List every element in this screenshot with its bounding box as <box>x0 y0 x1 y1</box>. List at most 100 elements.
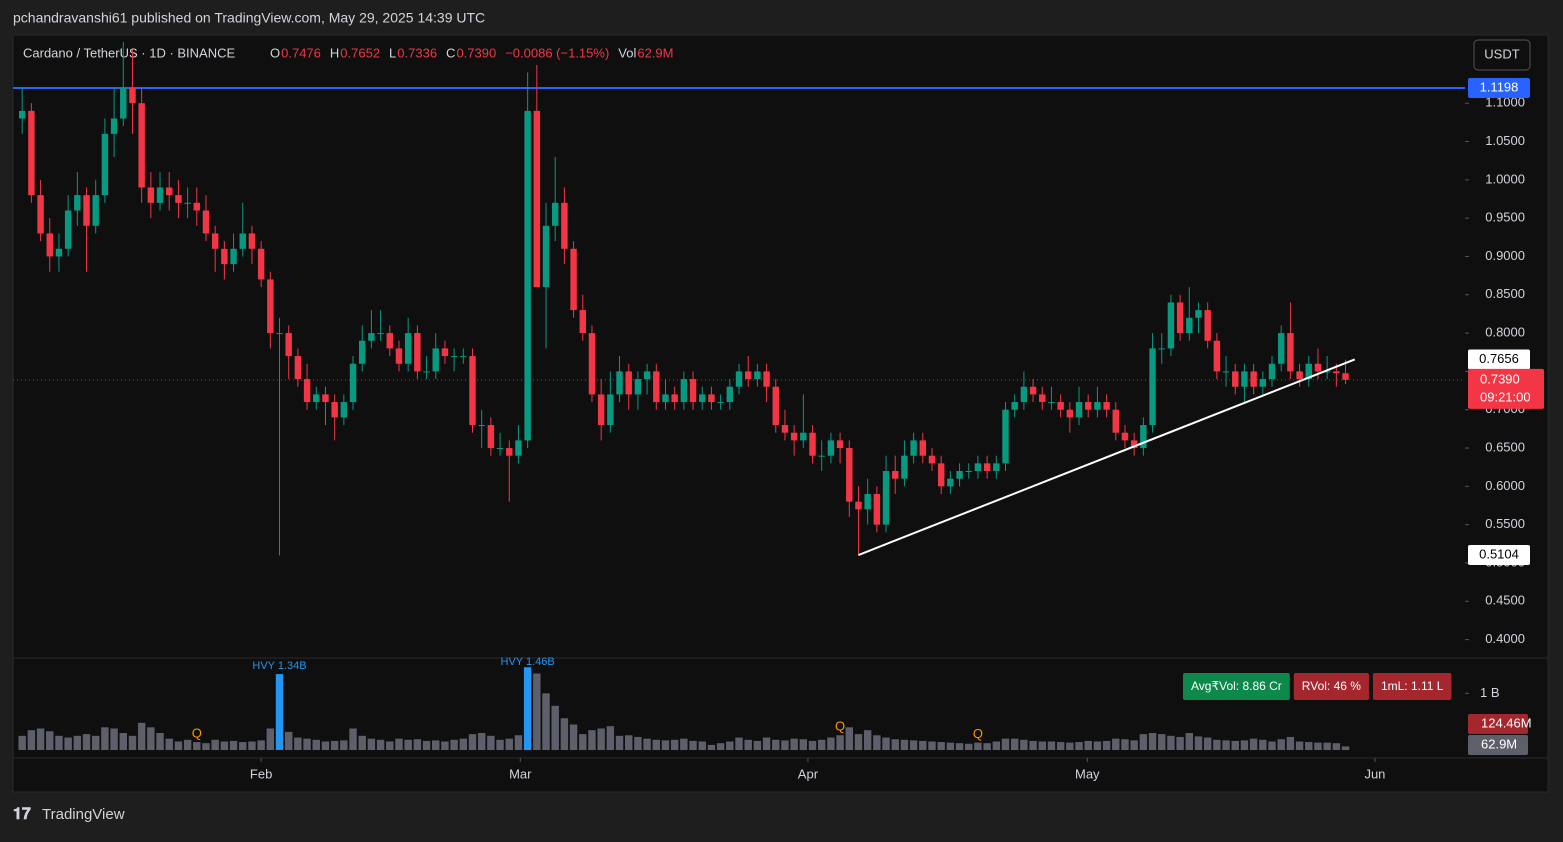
q-marker: Q <box>973 726 983 741</box>
last-price-badge <box>1468 368 1544 409</box>
candle-body <box>607 394 614 426</box>
candle-body <box>1222 371 1230 373</box>
legend-key: H <box>330 45 339 60</box>
candle-body <box>110 118 118 134</box>
candle-body <box>248 233 256 249</box>
resistance-label: 1.1198 <box>1480 79 1519 94</box>
volume-bar <box>1010 738 1019 750</box>
trendline-badge <box>1468 349 1530 370</box>
candle-body <box>1213 340 1221 372</box>
volume-bar <box>1066 742 1074 750</box>
volume-bar <box>487 735 495 750</box>
candle-body <box>1241 371 1248 387</box>
candle-body <box>855 501 862 510</box>
volume-bar <box>432 740 440 750</box>
candle-body <box>257 248 265 280</box>
volume-bar <box>312 739 320 750</box>
candle-body <box>64 210 72 249</box>
candle-body <box>303 379 311 403</box>
volume-label-badge <box>1468 714 1528 734</box>
candle-body <box>294 356 302 380</box>
volume-bar <box>928 741 936 750</box>
volume-bar <box>542 693 550 750</box>
candle-body <box>331 402 338 418</box>
candle-body <box>404 333 412 364</box>
volume-bar <box>781 740 789 750</box>
trendline-label: 0.7656 <box>1479 351 1519 366</box>
x-tick-label: Apr <box>798 766 819 781</box>
candle-body <box>588 333 596 395</box>
x-tick-label: May <box>1075 766 1100 781</box>
volume-bar <box>827 737 835 750</box>
volume-bar <box>1093 741 1102 750</box>
candle-body <box>1084 402 1092 410</box>
legend-value: 0.7652 <box>340 45 380 60</box>
candle-body <box>515 440 522 456</box>
badge-text: Avg₹Vol: 8.86 Cr <box>1191 679 1282 693</box>
brand-logo: 𝟏𝟕 <box>13 806 31 823</box>
volume-bar <box>340 740 348 750</box>
candle-body <box>873 494 881 525</box>
volume-bar <box>937 742 945 750</box>
volume-bar <box>1277 739 1285 750</box>
candle-body <box>625 371 632 395</box>
volume-bar <box>119 733 127 750</box>
candle-body <box>836 440 844 449</box>
candle-body <box>1204 310 1211 341</box>
volume-bar <box>27 730 36 750</box>
volume-bar <box>514 735 523 750</box>
volume-bar <box>220 741 229 750</box>
candle-body <box>781 425 789 433</box>
candle-body <box>947 478 954 487</box>
candle-body <box>184 202 191 204</box>
candle-body <box>506 448 513 456</box>
volume-bar <box>1056 742 1065 750</box>
candle-body <box>1186 317 1193 334</box>
candle-body <box>83 195 90 226</box>
candle-body <box>1066 409 1074 418</box>
candle-body <box>74 195 81 211</box>
y-tick-label: 0.5500 <box>1485 516 1525 531</box>
volume-bar <box>505 738 513 750</box>
volume-bar <box>404 739 412 750</box>
candle-body <box>1029 386 1037 395</box>
candle-body <box>92 195 99 226</box>
volume-bar <box>147 727 155 750</box>
legend-value: 0.7390 <box>456 45 496 60</box>
volume-bar <box>202 743 210 750</box>
x-tick-label: Feb <box>250 766 272 781</box>
volume-bar <box>1176 736 1184 750</box>
currency-button[interactable] <box>1473 39 1531 71</box>
candle-body <box>441 348 449 357</box>
candle-body <box>1103 402 1110 410</box>
x-tick-label: Jun <box>1364 766 1385 781</box>
candle-body <box>726 386 734 403</box>
volume-bar <box>386 741 394 750</box>
volume-bar <box>193 742 201 750</box>
publisher: pchandravanshi61 published on TradingVie… <box>13 10 485 26</box>
candle-body <box>901 455 908 479</box>
candle-body <box>910 440 917 456</box>
volume-bar <box>1268 741 1276 750</box>
candle-body <box>120 87 127 119</box>
volume-bar <box>1185 733 1194 750</box>
candle-body <box>147 187 155 203</box>
candle-body <box>1323 371 1331 373</box>
candle-body <box>735 371 743 387</box>
volume-bar <box>735 737 743 750</box>
volume-bar <box>229 740 238 750</box>
volume-bar <box>689 740 697 750</box>
candle-body <box>46 233 53 257</box>
q-marker: Q <box>835 719 845 734</box>
volume-bar <box>680 738 688 750</box>
volume-bar <box>1332 743 1341 750</box>
volume-bar <box>726 741 734 750</box>
volume-bar <box>533 673 541 750</box>
candle-body <box>202 210 210 234</box>
volume-bar <box>698 741 706 750</box>
candle-body <box>1268 363 1276 380</box>
candle-body <box>772 386 779 426</box>
candle-body <box>643 371 651 380</box>
volume-bar <box>294 737 302 750</box>
